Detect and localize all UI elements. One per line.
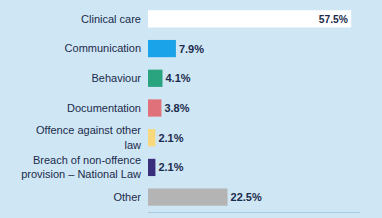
svg-text:7.9%: 7.9% (179, 43, 204, 55)
svg-text:Documentation: Documentation (67, 102, 141, 114)
svg-text:Offence against otherlaw: Offence against otherlaw (36, 124, 141, 150)
svg-text:4.1%: 4.1% (165, 72, 190, 84)
svg-text:Breach of non-offenceprovision: Breach of non-offenceprovision – Nationa… (21, 154, 141, 180)
svg-text:Behaviour: Behaviour (91, 72, 141, 84)
svg-text:2.1%: 2.1% (158, 161, 183, 173)
svg-text:Clinical care: Clinical care (81, 13, 141, 25)
svg-text:Communication: Communication (65, 42, 141, 54)
svg-text:3.8%: 3.8% (164, 102, 189, 114)
svg-text:57.5%: 57.5% (319, 14, 348, 25)
svg-text:22.5%: 22.5% (231, 191, 262, 203)
svg-text:Other: Other (113, 191, 141, 203)
svg-text:2.1%: 2.1% (158, 132, 183, 144)
